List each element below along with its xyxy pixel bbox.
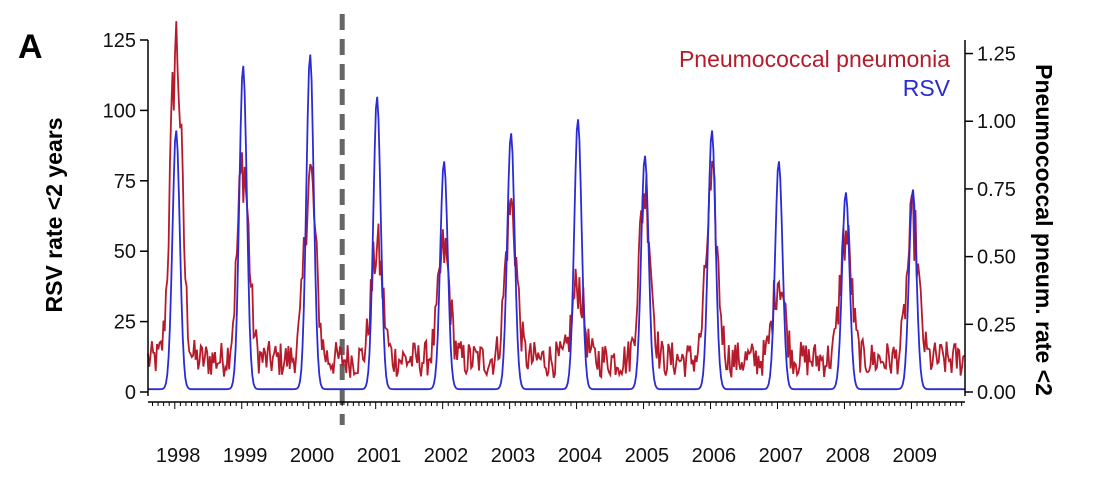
series-layer bbox=[147, 14, 965, 425]
legend-entry-rsv: RSV bbox=[903, 75, 951, 101]
y-left-tick-label: 100 bbox=[103, 100, 136, 122]
y-right-tick-label: 0.75 bbox=[977, 179, 1016, 201]
y-left-tick-label: 125 bbox=[103, 30, 136, 52]
y-left-tick-label: 25 bbox=[114, 312, 136, 334]
x-tick-label: 1999 bbox=[223, 445, 268, 467]
y-right-tick-label: 0.50 bbox=[977, 247, 1016, 269]
legend: Pneumococcal pneumonia RSV bbox=[679, 46, 951, 101]
x-tick-label: 2007 bbox=[759, 445, 804, 467]
legend-entry-pneumococcal: Pneumococcal pneumonia bbox=[679, 46, 950, 72]
x-tick-label: 2002 bbox=[424, 445, 469, 467]
axes-layer: 0 25 50 75 100 125 0.00 0.25 0.50 0.75 1.00 1.25 199… bbox=[103, 30, 1016, 467]
x-tick-label: 2008 bbox=[826, 445, 871, 467]
x-tick-label: 2005 bbox=[625, 445, 670, 467]
panel-label: A bbox=[18, 28, 43, 66]
x-tick-label: 2000 bbox=[290, 445, 335, 467]
x-tick-label: 2004 bbox=[558, 445, 603, 467]
x-tick-label: 2001 bbox=[357, 445, 402, 467]
y-right-tick-label: 1.00 bbox=[977, 111, 1016, 133]
y-right-tick-label: 0.25 bbox=[977, 314, 1016, 336]
y-right-tick-label: 1.25 bbox=[977, 44, 1016, 66]
y-right-tick-label: 0.00 bbox=[977, 382, 1016, 404]
y-axis-right-title: Pneumococcal pneum. rate <2 bbox=[1031, 64, 1057, 396]
series-line-pneumococcal bbox=[147, 21, 965, 379]
series-line-rsv bbox=[148, 54, 965, 391]
y-axis-left-title: RSV rate <2 years bbox=[41, 118, 67, 313]
y-left-tick-label: 0 bbox=[125, 382, 136, 404]
x-tick-label: 2006 bbox=[692, 445, 737, 467]
x-tick-label: 2009 bbox=[893, 445, 938, 467]
x-tick-label: 2003 bbox=[491, 445, 536, 467]
y-left-tick-label: 75 bbox=[114, 171, 136, 193]
y-left-tick-label: 50 bbox=[114, 241, 136, 263]
x-tick-label: 1998 bbox=[156, 445, 201, 467]
